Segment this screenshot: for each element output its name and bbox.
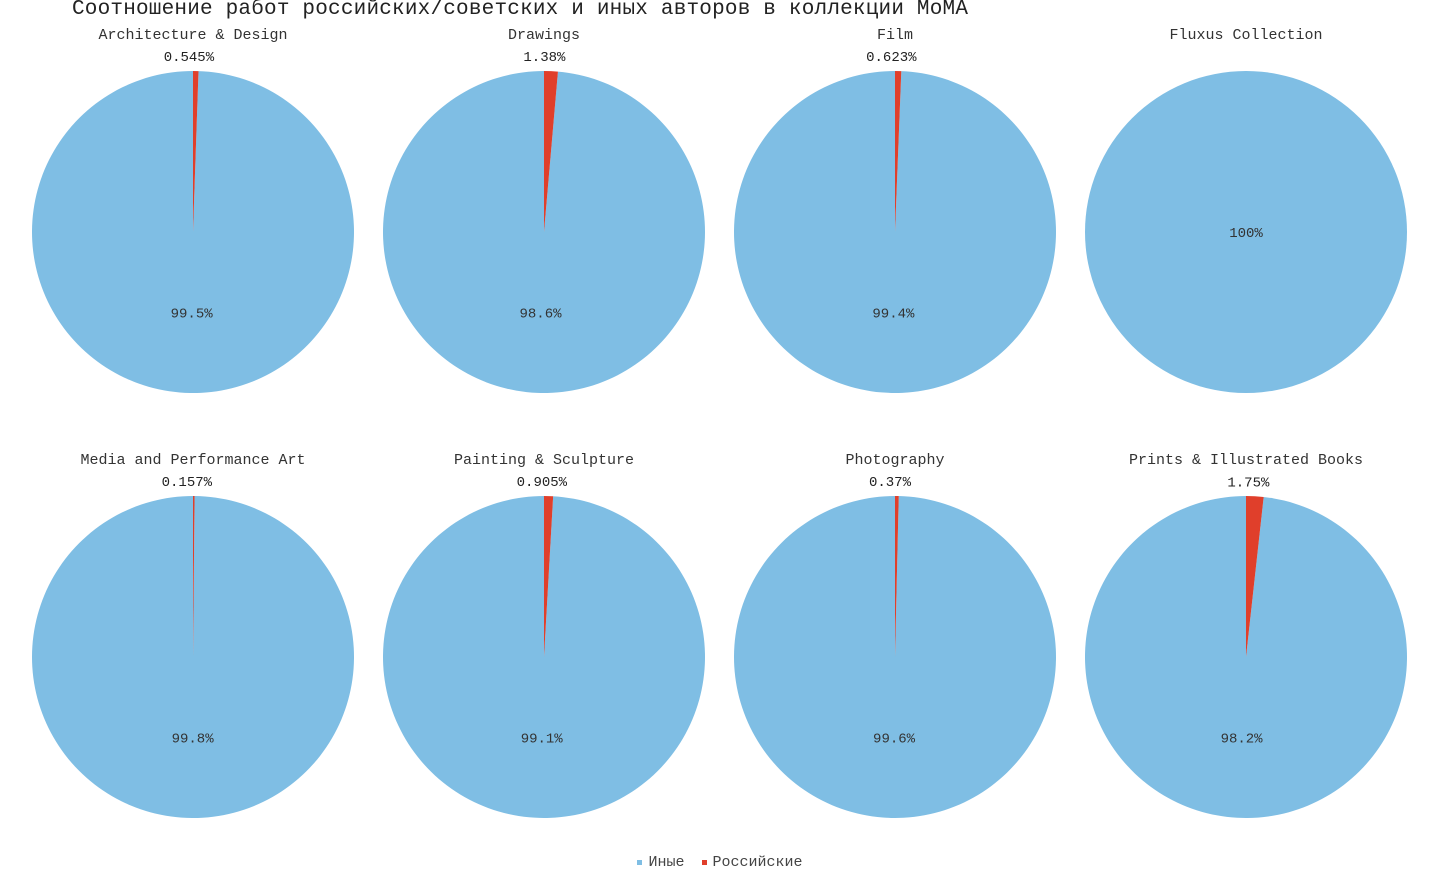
pie-fluxus-collection: Fluxus Collection 100% [1085,27,1407,393]
pie-data-label-other: 99.4% [872,306,915,322]
pie-data-label-other: 100% [1229,226,1263,242]
pie-data-label-russian: 0.545% [164,50,215,66]
legend-swatch-russian [701,860,707,865]
pie-title: Media and Performance Art [80,452,305,469]
pie-title: Photography [845,452,944,469]
pie-title: Painting & Sculpture [454,452,634,469]
pie-title: Film [877,27,913,44]
pie-slice-russian[interactable] [895,71,902,232]
pie-media-and-performance-art: Media and Performance Art 99.8% 0.157% [32,452,355,819]
legend-item-other[interactable]: Иные [637,854,684,871]
pie-data-label-russian: 0.905% [517,475,568,491]
pie-film: Film 99.4% 0.623% [733,27,1056,393]
pie-slice-other[interactable] [734,496,1057,818]
pie-slice-russian[interactable] [193,496,195,657]
legend-item-russian[interactable]: Российские [701,854,803,871]
pie-data-label-other: 99.1% [521,731,564,747]
pie-title: Prints & Illustrated Books [1129,452,1363,469]
legend-label-other: Иные [648,854,685,871]
pie-title: Drawings [508,27,580,44]
pie-architecture-and-design: Architecture & Design 99.5% 0.545% [31,27,354,394]
pie-slice-other[interactable] [31,71,354,394]
pie-slice-other[interactable] [1085,71,1407,393]
pie-title: Fluxus Collection [1169,27,1322,44]
pie-painting-and-sculpture: Painting & Sculpture 99.1% 0.905% [383,452,705,818]
pie-data-label-other: 99.6% [873,731,916,747]
chart-title: Соотношение работ российских/советских и… [72,0,969,21]
pie-slice-russian[interactable] [895,496,899,657]
pie-slice-russian[interactable] [544,71,558,232]
pie-prints-and-illustrated-books: Prints & Illustrated Books 98.2% 1.75% [1085,452,1408,818]
pie-data-label-other: 98.6% [520,306,563,322]
pie-data-label-other: 99.8% [172,731,215,747]
pie-drawings: Drawings 98.6% 1.38% [383,27,705,393]
pie-slice-other[interactable] [1085,496,1408,818]
pie-data-label-russian: 0.623% [866,50,917,66]
pie-data-label-russian: 0.157% [162,475,213,491]
pie-slice-russian[interactable] [544,496,554,657]
legend: Иные Российские [0,853,1440,871]
pie-photography: Photography 99.6% 0.37% [734,452,1057,818]
pie-slice-other[interactable] [733,71,1056,393]
pie-slice-russian[interactable] [193,71,199,232]
pie-slice-russian[interactable] [1246,496,1264,657]
pie-data-label-russian: 1.38% [523,50,566,66]
pie-data-label-russian: 0.37% [869,475,912,491]
pie-data-label-russian: 1.75% [1227,475,1270,491]
pie-title: Architecture & Design [98,27,287,44]
legend-swatch-other [637,860,643,865]
pie-data-label-other: 99.5% [171,306,214,322]
pie-data-label-other: 98.2% [1221,731,1264,747]
legend-label-russian: Российские [712,854,803,871]
pie-slice-other[interactable] [32,496,355,819]
